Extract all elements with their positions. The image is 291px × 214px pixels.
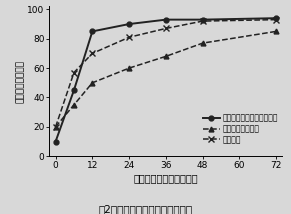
圧片トウモロコシ	[127, 67, 131, 69]
無添加でん粉箕サイレージ	[54, 140, 57, 143]
Line: 無添加でん粉箕サイレージ: 無添加でん粉箕サイレージ	[53, 16, 278, 144]
圧片小麦	[91, 52, 94, 55]
圧片小麦	[164, 27, 168, 30]
Y-axis label: 乾物消失率（％）: 乾物消失率（％）	[16, 60, 24, 103]
無添加でん粉箕サイレージ	[164, 18, 168, 21]
圧片トウモロコシ	[201, 42, 204, 45]
Text: 図2．第一胃内消失率の経時変化: 図2．第一胃内消失率の経時変化	[98, 204, 193, 214]
無添加でん粉箕サイレージ	[127, 23, 131, 25]
X-axis label: 第一胃培養時間（時間）: 第一胃培養時間（時間）	[134, 173, 198, 183]
圧片小麦	[127, 36, 131, 39]
圧片小麦	[274, 18, 278, 21]
無添加でん粉箕サイレージ	[91, 30, 94, 33]
圧片小麦	[72, 71, 76, 74]
Line: 圧片小麦: 圧片小麦	[52, 16, 279, 130]
圧片トウモロコシ	[91, 82, 94, 84]
無添加でん粉箕サイレージ	[72, 89, 76, 91]
圧片トウモロコシ	[54, 126, 57, 128]
圧片小麦	[54, 126, 57, 128]
圧片小麦	[201, 20, 204, 22]
Legend: 無添加でん粉箕サイレージ, 圧片トウモロコシ, 圧片小麦: 無添加でん粉箕サイレージ, 圧片トウモロコシ, 圧片小麦	[202, 113, 278, 145]
無添加でん粉箕サイレージ	[274, 17, 278, 19]
圧片トウモロコシ	[274, 30, 278, 33]
圧片トウモロコシ	[164, 55, 168, 58]
無添加でん粉箕サイレージ	[201, 18, 204, 21]
圧片トウモロコシ	[72, 104, 76, 106]
Line: 圧片トウモロコシ: 圧片トウモロコシ	[53, 29, 278, 129]
